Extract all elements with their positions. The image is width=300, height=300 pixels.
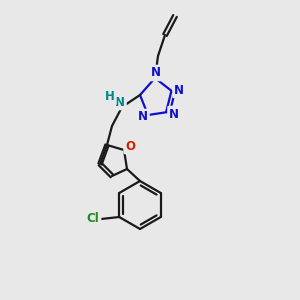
Text: N: N xyxy=(151,67,161,80)
Text: Cl: Cl xyxy=(87,212,100,226)
Text: H: H xyxy=(105,91,115,103)
Text: O: O xyxy=(125,140,135,152)
Text: N: N xyxy=(138,110,148,124)
Text: N: N xyxy=(169,107,179,121)
Text: N: N xyxy=(174,83,184,97)
Text: N: N xyxy=(115,95,125,109)
